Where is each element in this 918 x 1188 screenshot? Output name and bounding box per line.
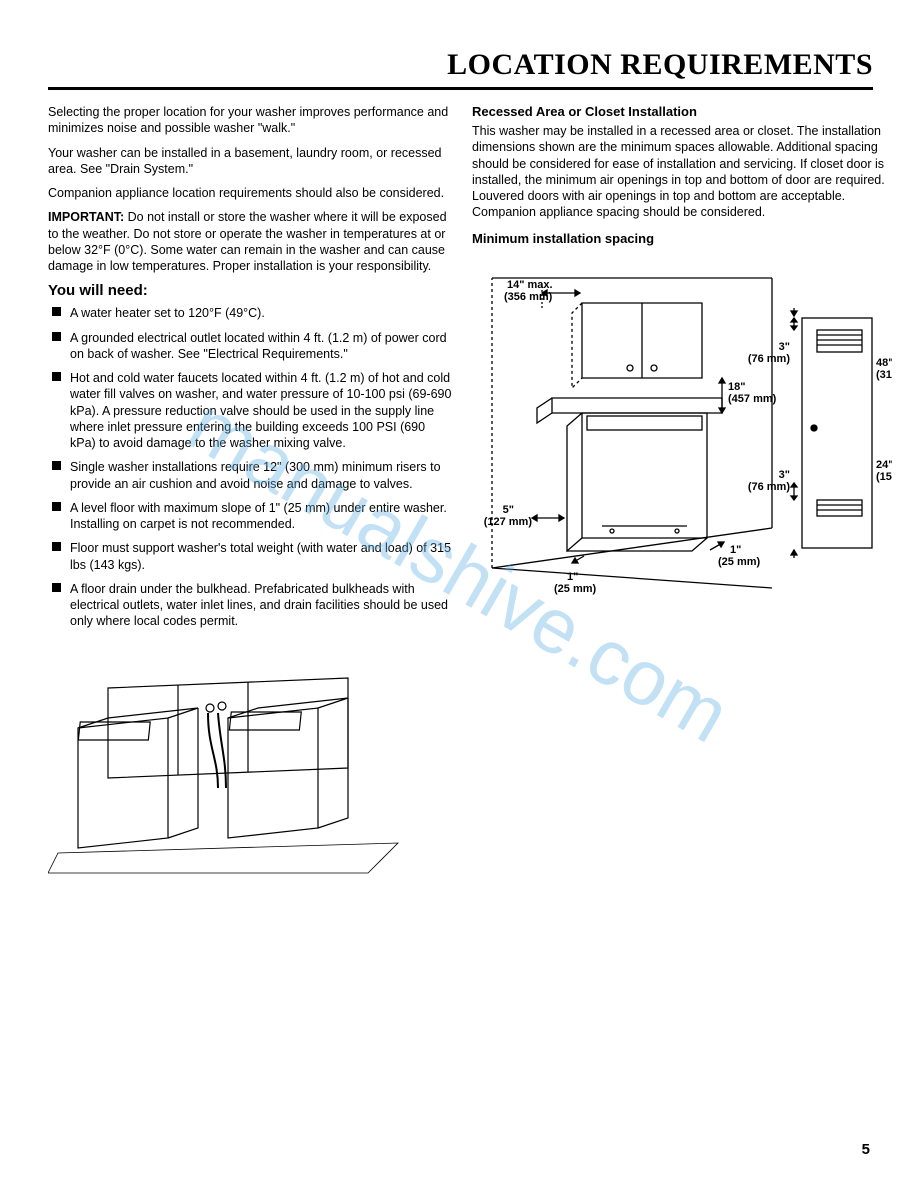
- spacing-heading: Minimum installation spacing: [472, 231, 892, 246]
- list-item: A level floor with maximum slope of 1" (…: [48, 500, 454, 533]
- list-item: Single washer installations require 12" …: [48, 459, 454, 492]
- label-24sq-mm: (155 cm²): [876, 471, 892, 483]
- right-column: Recessed Area or Closet Installation Thi…: [472, 104, 892, 883]
- intro-p3: Companion appliance location requirement…: [48, 185, 454, 201]
- label-5in: 5": [503, 504, 514, 516]
- list-item: A water heater set to 120°F (49°C).: [48, 305, 454, 321]
- you-will-need-heading: You will need:: [48, 282, 454, 299]
- label-3in-top-mm: (76 mm): [748, 353, 791, 365]
- important-note: IMPORTANT: Do not install or store the w…: [48, 209, 454, 274]
- label-5in-mm: (127 mm): [484, 516, 533, 528]
- page-title: LOCATION REQUIREMENTS: [48, 48, 873, 82]
- two-column-layout: Selecting the proper location for your w…: [48, 104, 873, 883]
- page: LOCATION REQUIREMENTS Selecting the prop…: [0, 0, 918, 913]
- label-18in-mm: (457 mm): [728, 393, 777, 405]
- list-item: Hot and cold water faucets located withi…: [48, 370, 454, 451]
- label-1in-right-mm: (25 mm): [718, 556, 761, 568]
- left-column: Selecting the proper location for your w…: [48, 104, 454, 883]
- label-1in-left-mm: (25 mm): [554, 583, 597, 595]
- list-item: Floor must support washer's total weight…: [48, 540, 454, 573]
- spacing-diagram: 14" max. (356 mm) 18" (457 mm) 5" (127 m…: [472, 258, 892, 608]
- label-3in-top: 3": [779, 341, 790, 353]
- label-3in-bot: 3": [779, 469, 790, 481]
- requirements-list: A water heater set to 120°F (49°C). A gr…: [48, 305, 454, 629]
- title-rule: LOCATION REQUIREMENTS: [48, 48, 873, 90]
- label-3in-bot-mm: (76 mm): [748, 481, 791, 493]
- bulkhead-figure: [48, 648, 408, 878]
- label-18in: 18": [728, 381, 745, 393]
- recessed-p1: This washer may be installed in a recess…: [472, 123, 892, 221]
- label-48sq: 48"²: [876, 357, 892, 369]
- list-item: A grounded electrical outlet located wit…: [48, 330, 454, 363]
- page-number: 5: [862, 1141, 870, 1158]
- intro-p2: Your washer can be installed in a baseme…: [48, 145, 454, 178]
- label-48sq-mm: (310 cm²): [876, 369, 892, 381]
- important-label: IMPORTANT:: [48, 210, 124, 224]
- list-item: A floor drain under the bulkhead. Prefab…: [48, 581, 454, 630]
- label-14max: 14" max.: [507, 279, 553, 291]
- label-1in-right: 1": [730, 544, 741, 556]
- label-24sq: 24"²: [876, 459, 892, 471]
- recessed-heading: Recessed Area or Closet Installation: [472, 104, 892, 119]
- label-1in-left: 1": [567, 571, 578, 583]
- label-14max-mm: (356 mm): [504, 291, 553, 303]
- intro-p1: Selecting the proper location for your w…: [48, 104, 454, 137]
